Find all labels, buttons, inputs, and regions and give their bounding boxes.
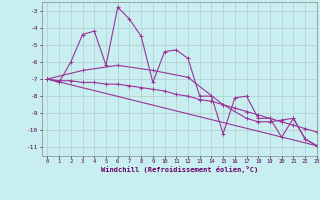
X-axis label: Windchill (Refroidissement éolien,°C): Windchill (Refroidissement éolien,°C) bbox=[100, 166, 258, 173]
